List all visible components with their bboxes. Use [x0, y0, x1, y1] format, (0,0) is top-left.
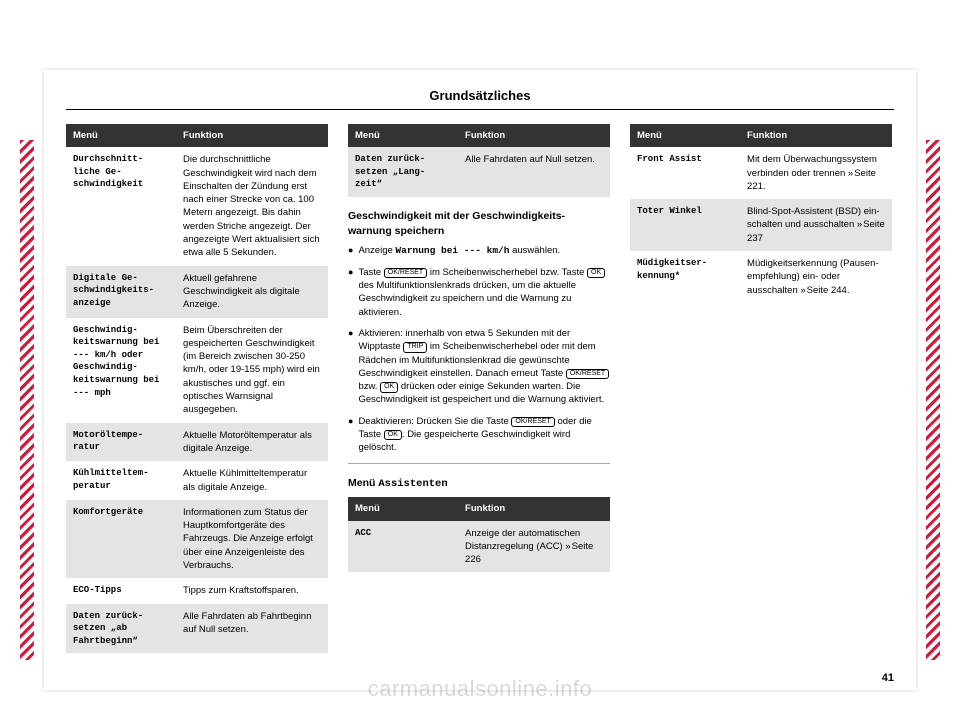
text: des Multifunktionslenkrads drücken, um d…: [358, 280, 576, 318]
cell-func: Beim Überschreiten der gespeicherten Ges…: [176, 318, 328, 423]
text: Deaktivieren: Drücken Sie die Taste: [358, 416, 511, 427]
cell-func: Aktuell gefahrene Geschwindigkeit als di…: [176, 266, 328, 318]
text: Anzeige der automatischen Distanzregelun…: [465, 528, 580, 552]
button-icon: OK: [587, 268, 605, 278]
button-icon: TRIP: [403, 342, 427, 352]
table-row: Müdigkeitser- kennung* Müdigkeitserkennu…: [630, 251, 892, 303]
column-3: Menü Funktion Front Assist Mit dem Überw…: [630, 124, 892, 653]
table-row: Durchschnitt- liche Ge- schwindigkeitDie…: [66, 147, 328, 265]
table-row: KomfortgeräteInformationen zum Status de…: [66, 500, 328, 578]
column-2: Menü Funktion Daten zurück- setzen „Lang…: [348, 124, 610, 653]
section-heading: Menü Assistenten: [348, 476, 610, 492]
decorative-stripe-left: [20, 140, 34, 660]
th-function: Funktion: [740, 124, 892, 147]
cell-func: Alle Fahrdaten auf Null setzen.: [458, 147, 610, 197]
button-icon: OK/RESET: [566, 369, 609, 379]
table-header-row: Menü Funktion: [348, 124, 610, 147]
cell-func: Müdigkeitserkennung (Pausen-empfehlung) …: [740, 251, 892, 303]
table-header-row: Menü Funktion: [348, 497, 610, 520]
cell-func: Die durchschnittliche Geschwindigkeit wi…: [176, 147, 328, 265]
cell-func: Blind-Spot-Assistent (BSD) ein-schalten …: [740, 199, 892, 251]
table-col2-top: Menü Funktion Daten zurück- setzen „Lang…: [348, 124, 610, 197]
cell-menu: Komfortgeräte: [66, 500, 176, 578]
cell-menu: Geschwindig- keitswarnung bei --- km/h o…: [66, 318, 176, 423]
th-menu: Menü: [348, 124, 458, 147]
table-row: Motoröltempe- raturAktuelle Motoröltempe…: [66, 423, 328, 462]
rule: [348, 463, 610, 464]
cell-menu: Front Assist: [630, 147, 740, 199]
cell-menu: Kühlmitteltem- peratur: [66, 461, 176, 500]
bullet-icon: ●: [348, 415, 353, 455]
manual-page: Grundsätzliches Menü Funktion Durchschni…: [44, 70, 916, 690]
table-row: Daten zurück- setzen „Lang- zeit“ Alle F…: [348, 147, 610, 197]
cell-menu: Motoröltempe- ratur: [66, 423, 176, 462]
table-assistenten: Menü Funktion ACC Anzeige der automatisc…: [348, 497, 610, 572]
button-icon: OK: [384, 430, 402, 440]
cell-func: Aktuelle Motoröltemperatur als digitale …: [176, 423, 328, 462]
column-1: Menü Funktion Durchschnitt- liche Ge- sc…: [66, 124, 328, 653]
table-row: Digitale Ge- schwindigkeits- anzeigeAktu…: [66, 266, 328, 318]
bullet-icon: ●: [348, 327, 353, 407]
table-row: ACC Anzeige der automatischen Distanzreg…: [348, 521, 610, 573]
th-function: Funktion: [458, 497, 610, 520]
bullet-icon: ●: [348, 266, 353, 319]
text: Menü: [348, 477, 378, 489]
text: auswählen.: [509, 245, 560, 256]
table-header-row: Menü Funktion: [66, 124, 328, 147]
bullet-item: ● Taste OK/RESET im Scheibenwischerhebel…: [348, 266, 610, 319]
cell-func: Anzeige der automatischen Distanzregelun…: [458, 521, 610, 573]
cell-menu: ACC: [348, 521, 458, 573]
cell-menu: Durchschnitt- liche Ge- schwindigkeit: [66, 147, 176, 265]
button-icon: OK/RESET: [511, 417, 554, 427]
table-row: Geschwindig- keitswarnung bei --- km/h o…: [66, 318, 328, 423]
cell-menu: Müdigkeitser- kennung*: [630, 251, 740, 303]
cell-menu: Daten zurück- setzen „ab Fahrtbeginn“: [66, 604, 176, 654]
table-header-row: Menü Funktion: [630, 124, 892, 147]
bullet-item: ● Aktivieren: innerhalb von etwa 5 Sekun…: [348, 327, 610, 407]
code-text: Warnung bei --- km/h: [395, 245, 509, 256]
decorative-stripe-right: [926, 140, 940, 660]
table-col1: Menü Funktion Durchschnitt- liche Ge- sc…: [66, 124, 328, 653]
bullet-text: Aktivieren: innerhalb von etwa 5 Sekunde…: [358, 327, 610, 407]
th-function: Funktion: [458, 124, 610, 147]
bullet-icon: ●: [348, 244, 353, 257]
table-row: Daten zurück- setzen „ab Fahrtbeginn“All…: [66, 604, 328, 654]
cell-func: Tipps zum Kraftstoffsparen.: [176, 578, 328, 603]
bullet-item: ● Anzeige Warnung bei --- km/h auswählen…: [348, 244, 610, 257]
table-row: Kühlmitteltem- peraturAktuelle Kühlmitte…: [66, 461, 328, 500]
th-function: Funktion: [176, 124, 328, 147]
text: Taste: [358, 267, 383, 278]
text: Anzeige: [358, 245, 395, 256]
page-ref: Seite 244.: [800, 285, 849, 296]
cell-menu: Daten zurück- setzen „Lang- zeit“: [348, 147, 458, 197]
button-icon: OK: [380, 382, 398, 392]
bullet-text: Deaktivieren: Drücken Sie die Taste OK/R…: [358, 415, 610, 455]
cell-func: Aktuelle Kühlmitteltemperatur als digita…: [176, 461, 328, 500]
bullet-text: Anzeige Warnung bei --- km/h auswählen.: [358, 244, 560, 257]
table-row: ECO-TippsTipps zum Kraftstoffsparen.: [66, 578, 328, 603]
th-menu: Menü: [348, 497, 458, 520]
table-col3: Menü Funktion Front Assist Mit dem Überw…: [630, 124, 892, 303]
table-row: Toter Winkel Blind-Spot-Assistent (BSD) …: [630, 199, 892, 251]
table-row: Front Assist Mit dem Überwachungssystem …: [630, 147, 892, 199]
text: im Scheibenwischerhebel bzw. Taste: [427, 267, 587, 278]
bullet-text: Taste OK/RESET im Scheibenwischerhebel b…: [358, 266, 610, 319]
th-menu: Menü: [630, 124, 740, 147]
code-text: Assistenten: [378, 478, 447, 490]
page-title: Grundsätzliches: [66, 88, 894, 110]
button-icon: OK/RESET: [384, 268, 427, 278]
cell-menu: ECO-Tipps: [66, 578, 176, 603]
th-menu: Menü: [66, 124, 176, 147]
bullet-item: ● Deaktivieren: Drücken Sie die Taste OK…: [348, 415, 610, 455]
cell-func: Alle Fahrdaten ab Fahrtbeginn auf Null s…: [176, 604, 328, 654]
cell-func: Informationen zum Status der Hauptkomfor…: [176, 500, 328, 578]
page-number: 41: [882, 672, 894, 684]
cell-menu: Digitale Ge- schwindigkeits- anzeige: [66, 266, 176, 318]
cell-menu: Toter Winkel: [630, 199, 740, 251]
cell-func: Mit dem Überwachungssystem verbinden ode…: [740, 147, 892, 199]
section-heading: Geschwindigkeit mit der Geschwindigkeits…: [348, 209, 610, 238]
text: bzw.: [358, 381, 380, 392]
